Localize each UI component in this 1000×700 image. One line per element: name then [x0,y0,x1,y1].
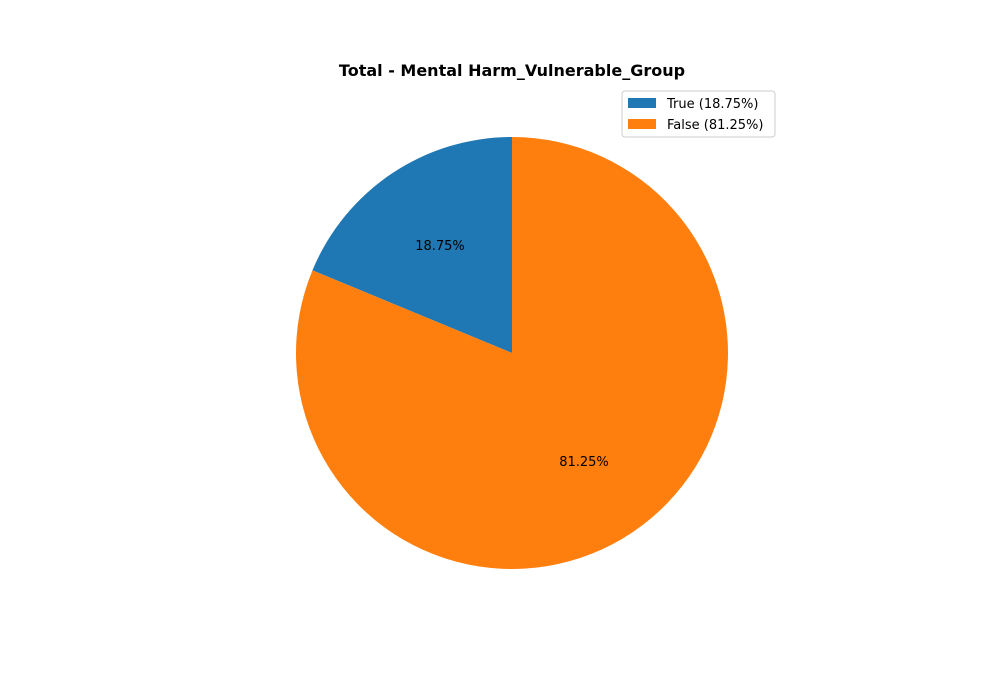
legend-swatch-false [628,119,656,129]
chart-title: Total - Mental Harm_Vulnerable_Group [339,61,685,80]
legend-swatch-true [628,98,656,108]
pie-slices [296,137,728,569]
slice-label-true: 18.75% [415,239,465,254]
legend-label-false: False (81.25%) [667,118,763,133]
pie-slice-false [296,137,728,569]
pie-slice-true [312,137,512,353]
legend: True (18.75%) False (81.25%) [621,90,776,138]
legend-box [621,90,776,138]
pie-slice-labels: 18.75% 81.25% [415,239,609,470]
slice-label-false: 81.25% [559,455,609,470]
legend-label-true: True (18.75%) [666,97,758,112]
